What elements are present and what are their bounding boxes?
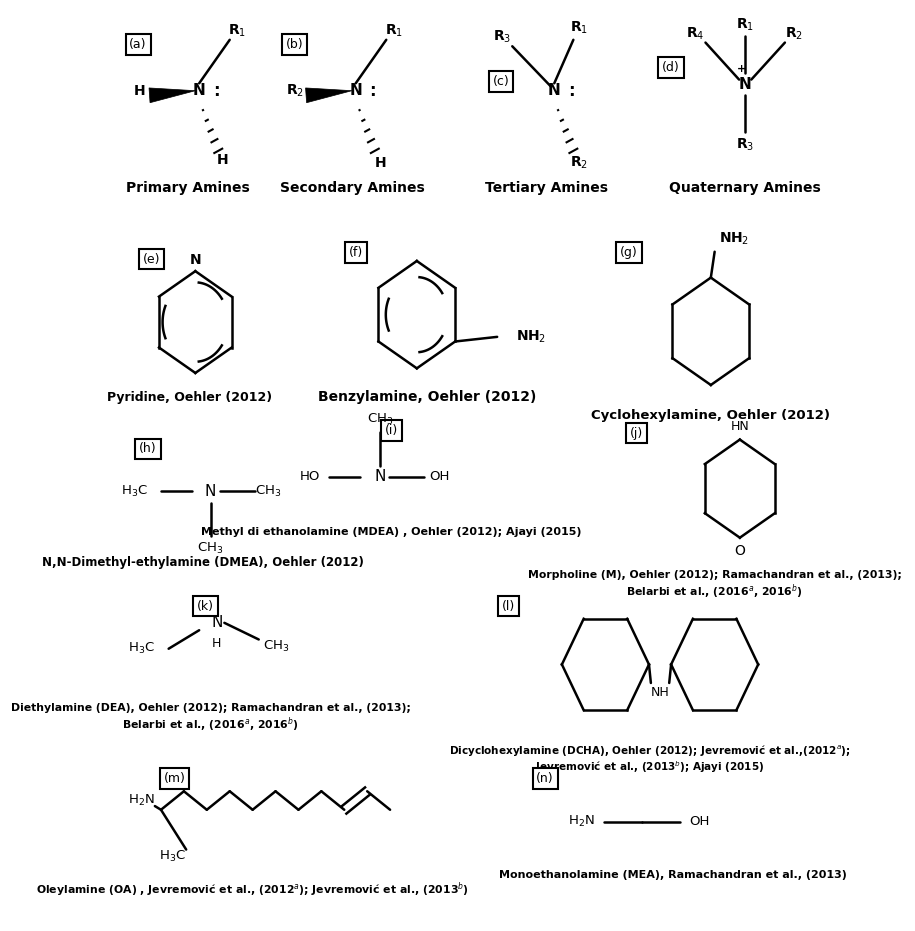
Text: H$_3$C: H$_3$C bbox=[121, 484, 147, 499]
Text: OH: OH bbox=[429, 470, 450, 483]
Text: Quaternary Amines: Quaternary Amines bbox=[669, 181, 821, 195]
Text: Tertiary Amines: Tertiary Amines bbox=[485, 181, 608, 195]
Text: Benzylamine, Oehler (2012): Benzylamine, Oehler (2012) bbox=[318, 390, 536, 404]
Text: (m): (m) bbox=[164, 772, 186, 785]
Text: Diethylamine (DEA), Oehler (2012); Ramachandran et al., (2013);: Diethylamine (DEA), Oehler (2012); Ramac… bbox=[11, 703, 411, 713]
Text: :: : bbox=[370, 82, 376, 100]
Text: H: H bbox=[374, 155, 386, 169]
Text: Belarbi et al., (2016$^a$, 2016$^b$): Belarbi et al., (2016$^a$, 2016$^b$) bbox=[627, 582, 803, 600]
Text: HN: HN bbox=[730, 420, 749, 433]
Text: (k): (k) bbox=[197, 600, 214, 613]
Text: N: N bbox=[189, 253, 201, 267]
Text: R$_3$: R$_3$ bbox=[736, 136, 754, 153]
Text: N: N bbox=[374, 469, 386, 484]
Text: Jevremović et al., (2013$^b$); Ajayi (2015): Jevremović et al., (2013$^b$); Ajayi (20… bbox=[535, 760, 764, 776]
Text: (f): (f) bbox=[349, 246, 363, 259]
Text: :: : bbox=[212, 82, 220, 100]
Text: CH$_3$: CH$_3$ bbox=[367, 412, 393, 426]
Text: R$_2$: R$_2$ bbox=[570, 155, 587, 171]
Text: +: + bbox=[737, 64, 746, 74]
Text: NH: NH bbox=[651, 686, 670, 699]
Text: R$_1$: R$_1$ bbox=[737, 17, 754, 34]
Text: (h): (h) bbox=[139, 442, 156, 455]
Text: Secondary Amines: Secondary Amines bbox=[279, 181, 425, 195]
Text: (a): (a) bbox=[129, 38, 146, 51]
Text: HO: HO bbox=[300, 470, 320, 483]
Text: (g): (g) bbox=[620, 246, 638, 259]
Text: N: N bbox=[738, 76, 751, 92]
Text: N: N bbox=[211, 615, 222, 630]
Text: N: N bbox=[548, 83, 561, 98]
Text: (i): (i) bbox=[385, 424, 398, 437]
Text: CH$_3$: CH$_3$ bbox=[255, 484, 282, 499]
Text: Oleylamine (OA) , Jevremović et al., (2012$^a$); Jevremović et al., (2013$^b$): Oleylamine (OA) , Jevremović et al., (20… bbox=[37, 880, 469, 898]
Text: (c): (c) bbox=[492, 74, 509, 88]
Text: H$_2$N: H$_2$N bbox=[128, 793, 156, 808]
Text: (l): (l) bbox=[501, 600, 515, 613]
Text: H$_3$C: H$_3$C bbox=[159, 848, 186, 864]
Text: O: O bbox=[735, 544, 746, 558]
Text: Monoethanolamine (MEA), Ramachandran et al., (2013): Monoethanolamine (MEA), Ramachandran et … bbox=[499, 870, 846, 880]
Text: (d): (d) bbox=[662, 61, 680, 74]
Text: H: H bbox=[216, 153, 228, 167]
Text: Primary Amines: Primary Amines bbox=[126, 181, 250, 195]
Text: R$_2$: R$_2$ bbox=[785, 25, 803, 42]
Text: H$_3$C: H$_3$C bbox=[128, 641, 156, 656]
Text: (j): (j) bbox=[630, 426, 643, 439]
Text: Dicyclohexylamine (DCHA), Oehler (2012); Jevremović et al.,(2012$^a$);: Dicyclohexylamine (DCHA), Oehler (2012);… bbox=[449, 743, 851, 758]
Text: NH$_2$: NH$_2$ bbox=[516, 329, 546, 345]
Text: R$_2$: R$_2$ bbox=[285, 83, 304, 99]
Text: NH$_2$: NH$_2$ bbox=[718, 231, 748, 247]
Text: (n): (n) bbox=[536, 772, 554, 785]
Polygon shape bbox=[149, 88, 195, 102]
Text: N: N bbox=[193, 83, 206, 98]
Text: Pyridine, Oehler (2012): Pyridine, Oehler (2012) bbox=[107, 390, 273, 403]
Text: Cyclohexylamine, Oehler (2012): Cyclohexylamine, Oehler (2012) bbox=[591, 409, 830, 422]
Text: N: N bbox=[205, 484, 216, 499]
Text: CH$_3$: CH$_3$ bbox=[198, 541, 224, 557]
Text: H: H bbox=[134, 84, 145, 98]
Text: R$_4$: R$_4$ bbox=[685, 25, 704, 42]
Text: R$_1$: R$_1$ bbox=[570, 20, 587, 36]
Text: Morpholine (M), Oehler (2012); Ramachandran et al., (2013);: Morpholine (M), Oehler (2012); Ramachand… bbox=[528, 570, 901, 580]
Text: :: : bbox=[568, 82, 575, 100]
Text: (e): (e) bbox=[143, 252, 160, 265]
Text: (b): (b) bbox=[285, 38, 304, 51]
Text: R$_3$: R$_3$ bbox=[493, 29, 511, 46]
Polygon shape bbox=[306, 88, 352, 102]
Text: Methyl di ethanolamine (MDEA) , Oehler (2012); Ajayi (2015): Methyl di ethanolamine (MDEA) , Oehler (… bbox=[201, 527, 582, 537]
Text: R$_1$: R$_1$ bbox=[385, 22, 403, 39]
Text: R$_1$: R$_1$ bbox=[229, 22, 246, 39]
Text: OH: OH bbox=[689, 816, 709, 829]
Text: Belarbi et al., (2016$^a$, 2016$^b$): Belarbi et al., (2016$^a$, 2016$^b$) bbox=[123, 715, 299, 734]
Text: H$_2$N: H$_2$N bbox=[567, 815, 595, 830]
Text: N: N bbox=[350, 83, 362, 98]
Text: CH$_3$: CH$_3$ bbox=[264, 640, 289, 654]
Text: N,N-Dimethyl-ethylamine (DMEA), Oehler (2012): N,N-Dimethyl-ethylamine (DMEA), Oehler (… bbox=[42, 556, 364, 569]
Text: H: H bbox=[212, 637, 221, 650]
